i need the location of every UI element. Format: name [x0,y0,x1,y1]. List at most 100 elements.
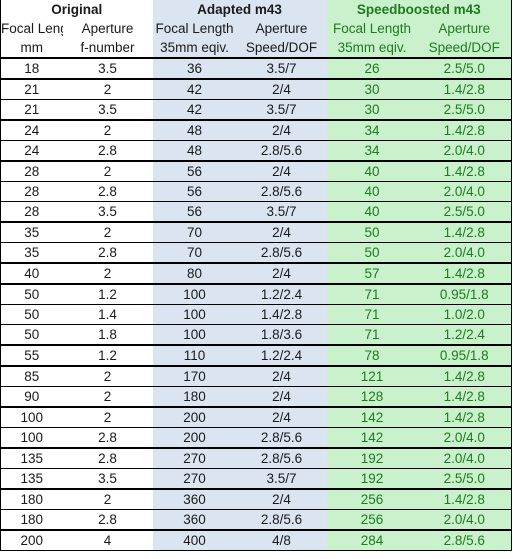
column-header: 35mm eqiv. [326,38,418,58]
table-cell: 2.0/4.0 [417,427,512,448]
table-cell: 400 [152,529,237,551]
table-cell: 2.8/5.6 [417,529,512,551]
column-header: Aperture [236,19,327,38]
table-cell: 1.2/2.4 [236,283,327,305]
table-cell: 28 [0,181,63,202]
group-header-speedboosted: Speedboosted m43 [326,0,512,19]
table-cell: 3.5/7 [236,57,327,79]
table-cell: 0.95/1.8 [417,344,512,366]
table-cell: 360 [152,509,237,530]
table-cell: 24 [0,140,63,161]
table-cell: 200 [152,406,237,428]
table-cell: 57 [326,262,418,284]
table-cell: 3.5 [62,201,153,222]
group-header-row: Original Adapted m43 Speedboosted m43 [0,0,512,19]
table-cell: 100 [0,427,63,448]
table-cell: 100 [0,406,63,428]
table-row: 100 2 200 2/4 142 1.4/2.8 [0,406,512,428]
table-body: 18 3.5 36 3.5/7 26 2.5/5.0 21 2 42 2/4 30 1.4/2.8 21… [0,57,512,551]
table-cell: 34 [326,119,418,141]
table-cell: 2/4 [236,406,327,428]
table-cell: 1.4/2.8 [417,365,512,387]
table-cell: 270 [152,447,237,469]
table-cell: 2 [62,221,153,243]
table-cell: 1.2 [62,283,153,305]
table-cell: 2.8 [62,509,153,530]
table-cell: 142 [326,406,418,428]
table-cell: 2.0/4.0 [417,181,512,202]
table-cell: 24 [0,119,63,141]
table-cell: 21 [0,78,63,100]
table-cell: 2.8/5.6 [236,447,327,469]
table-cell: 2 [62,160,153,182]
table-cell: 3.5 [62,57,153,79]
column-header: f-number [62,38,153,58]
table-cell: 1.2/2.4 [236,344,327,366]
table-cell: 3.5/7 [236,201,327,222]
table-cell: 2.8/5.6 [236,509,327,530]
table-row: 180 2 360 2/4 256 1.4/2.8 [0,488,512,510]
table-cell: 34 [326,140,418,161]
table-cell: 35 [0,221,63,243]
table-cell: 1.4/2.8 [417,386,512,407]
table-cell: 78 [326,344,418,366]
table-cell: 192 [326,468,418,489]
table-header: Original Adapted m43 Speedboosted m43 Fo… [0,0,512,58]
column-header: Aperture [62,19,153,38]
table-cell: 2.8/5.6 [236,242,327,263]
table-cell: 42 [152,99,237,120]
table-row: 200 4 400 4/8 284 2.8/5.6 [0,529,512,551]
table-cell: 80 [152,262,237,284]
table-cell: 48 [152,119,237,141]
table-cell: 170 [152,365,237,387]
table-cell: 1.4/2.8 [417,262,512,284]
table-cell: 56 [152,201,237,222]
table-cell: 3.5/7 [236,468,327,489]
table-cell: 2 [62,406,153,428]
table-cell: 135 [0,468,63,489]
table-cell: 360 [152,488,237,510]
table-cell: 2/4 [236,386,327,407]
table-cell: 40 [326,160,418,182]
table-row: 50 1.4 100 1.4/2.8 71 1.0/2.0 [0,304,512,325]
table-cell: 1.4/2.8 [417,78,512,100]
table-cell: 1.0/2.0 [417,304,512,325]
column-header: Focal Length [326,19,418,38]
table-cell: 2/4 [236,119,327,141]
table-cell: 1.4/2.8 [417,488,512,510]
table-cell: 1.4/2.8 [417,160,512,182]
table-cell: 2.5/5.0 [417,99,512,120]
table-cell: 2.5/5.0 [417,57,512,79]
table-cell: 50 [0,324,63,345]
table-row: 24 2 48 2/4 34 1.4/2.8 [0,119,512,141]
table-cell: 56 [152,181,237,202]
table-cell: 21 [0,99,63,120]
table-cell: 1.4/2.8 [417,119,512,141]
table-cell: 128 [326,386,418,407]
table-cell: 40 [326,181,418,202]
column-header: Speed/DOF [417,38,512,58]
column-header-row-2: mm f-number 35mm eqiv. Speed/DOF 35mm eq… [0,38,512,58]
table-cell: 2 [62,262,153,284]
table-cell: 2 [62,386,153,407]
table-cell: 70 [152,221,237,243]
table-row: 55 1.2 110 1.2/2.4 78 0.95/1.8 [0,344,512,366]
table-row: 21 2 42 2/4 30 1.4/2.8 [0,78,512,100]
table-cell: 3.5/7 [236,99,327,120]
table-cell: 2.8 [62,242,153,263]
table-row: 28 2.8 56 2.8/5.6 40 2.0/4.0 [0,181,512,202]
table-cell: 2/4 [236,221,327,243]
table-cell: 3.5 [62,468,153,489]
table-cell: 26 [326,57,418,79]
table-row: 100 2.8 200 2.8/5.6 142 2.0/4.0 [0,427,512,448]
table-cell: 50 [326,242,418,263]
group-header-adapted: Adapted m43 [152,0,327,19]
table-cell: 2.8/5.6 [236,181,327,202]
table-cell: 1.2 [62,344,153,366]
column-header: Focal Length [152,19,237,38]
table-cell: 100 [152,324,237,345]
table-cell: 71 [326,324,418,345]
table-cell: 70 [152,242,237,263]
table-cell: 3.5 [62,99,153,120]
